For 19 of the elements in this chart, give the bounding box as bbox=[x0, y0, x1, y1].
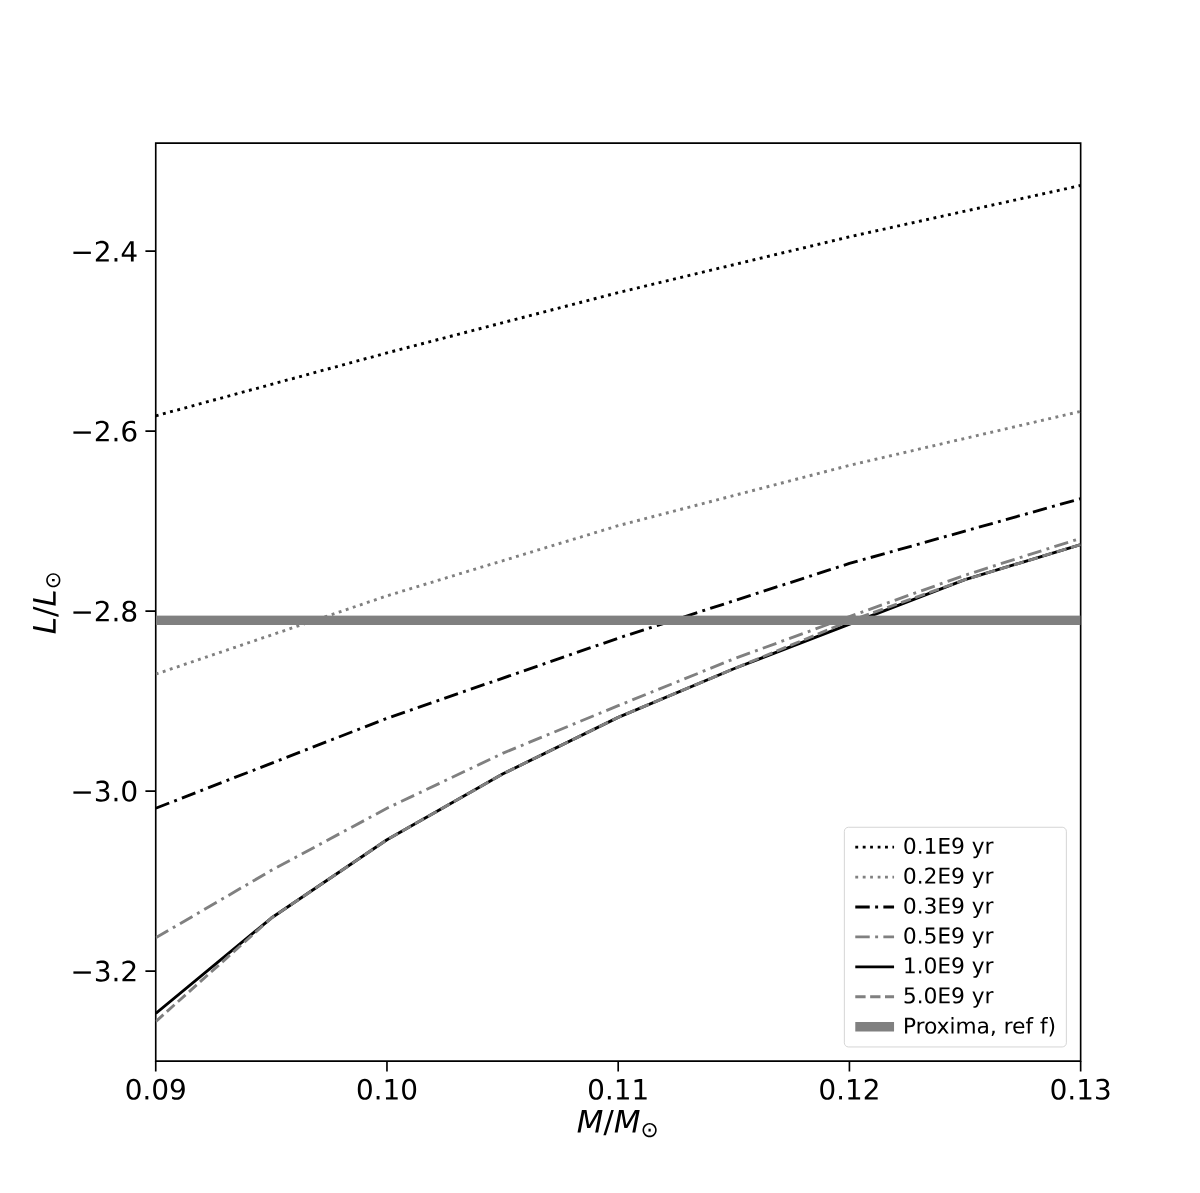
legend-label: 0.3E9 yr bbox=[904, 897, 994, 918]
y-axis-title: L/L$_{⊙}$ bbox=[33, 572, 61, 634]
y-tick-label: −3.2 bbox=[73, 960, 136, 982]
x-tick-label: 0.09 bbox=[126, 1078, 185, 1100]
x-tick-label: 0.11 bbox=[589, 1078, 647, 1100]
x-tick-label: 0.13 bbox=[1051, 1078, 1110, 1100]
y-tick-label: −2.6 bbox=[73, 420, 137, 442]
legend-label: Proxima, ref f) bbox=[905, 1016, 1055, 1037]
x-tick-label: 0.12 bbox=[820, 1078, 878, 1100]
x-axis-title: M/M$_{⊙}$ bbox=[577, 1109, 657, 1137]
legend-label: 0.1E9 yr bbox=[904, 837, 994, 858]
legend-label: 0.5E9 yr bbox=[904, 927, 994, 948]
y-tick-label: −2.8 bbox=[73, 600, 137, 622]
legend-label: 1.0E9 yr bbox=[905, 957, 994, 978]
y-tick-label: −2.4 bbox=[73, 240, 137, 262]
legend-label: 5.0E9 yr bbox=[904, 986, 994, 1008]
x-tick-label: 0.10 bbox=[357, 1078, 417, 1100]
y-tick-label: −3.0 bbox=[73, 780, 137, 802]
legend-label: 0.2E9 yr bbox=[904, 867, 994, 888]
